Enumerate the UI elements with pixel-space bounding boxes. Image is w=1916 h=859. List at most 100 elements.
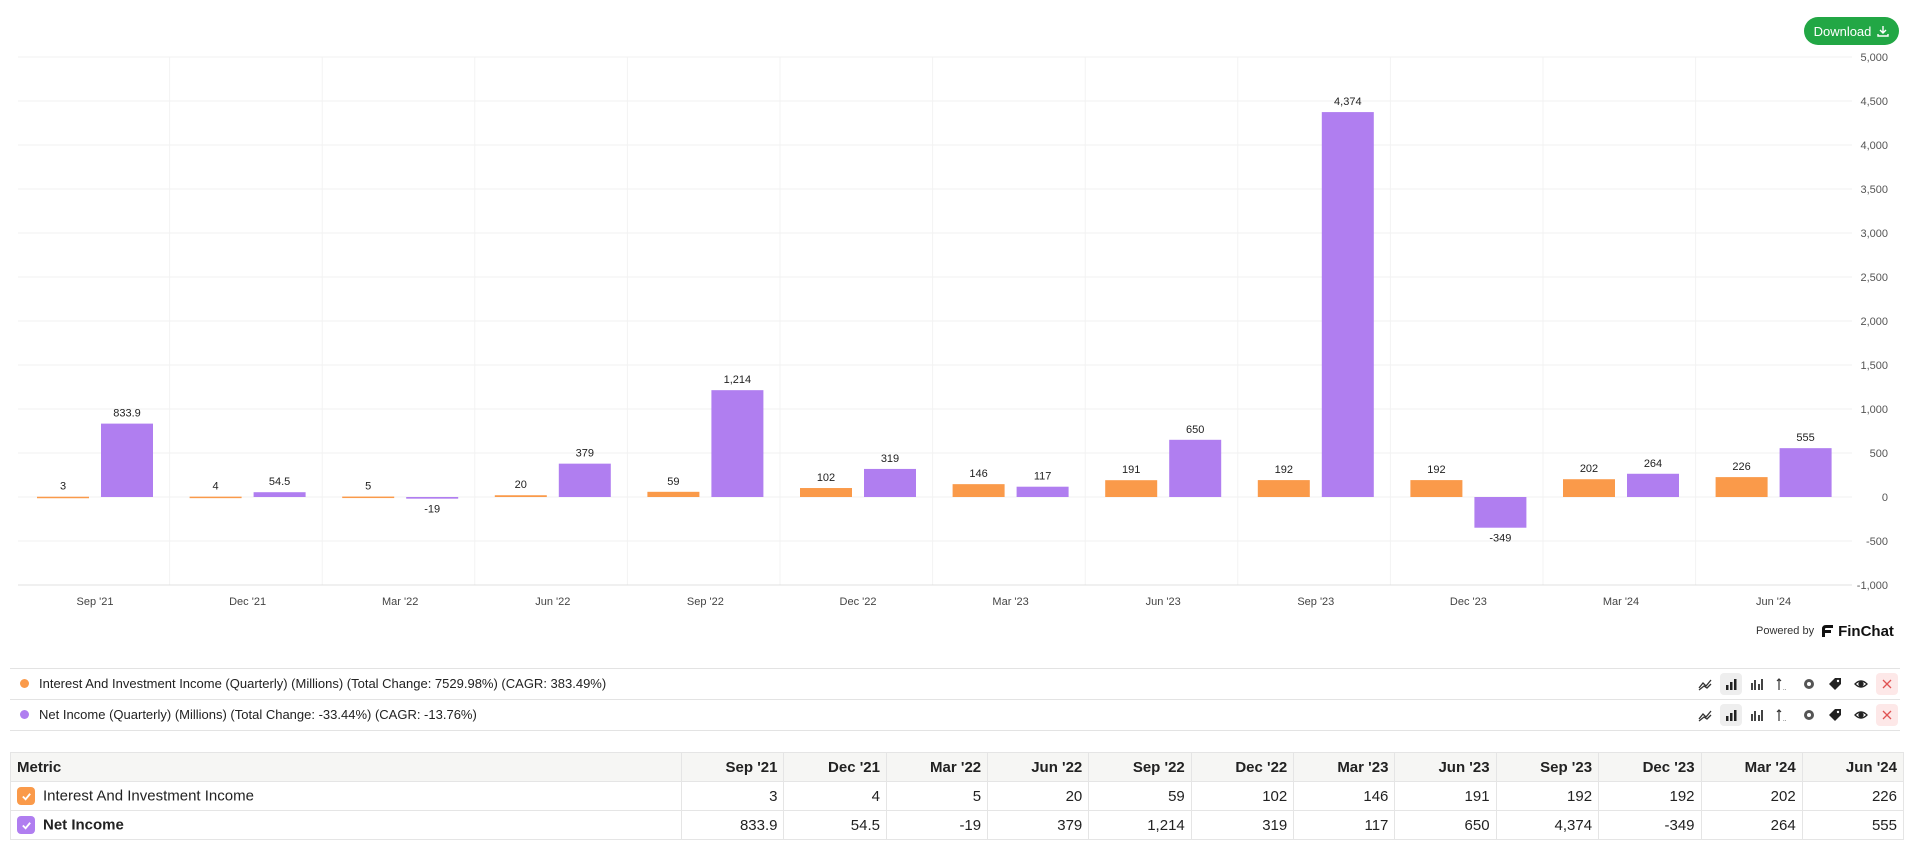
bar-interest[interactable]	[342, 496, 395, 499]
bar-net-income[interactable]	[1627, 473, 1679, 497]
table-cell: 650	[1394, 810, 1497, 840]
y-tick-label: 5,000	[1860, 52, 1888, 64]
bar-interest[interactable]	[1715, 477, 1768, 497]
bar-interest[interactable]	[37, 496, 89, 499]
table-cell: 59	[1088, 781, 1192, 811]
x-tick-label: Jun '23	[1146, 596, 1181, 608]
grouped-bar-icon[interactable]	[1746, 703, 1768, 726]
finchat-logo: FinChat	[1820, 623, 1894, 640]
bar-interest[interactable]	[952, 484, 1005, 497]
close-icon[interactable]	[1876, 703, 1898, 726]
bar-net-income[interactable]	[864, 468, 916, 497]
data-label: 59	[667, 476, 679, 488]
row-checkbox[interactable]	[17, 787, 35, 806]
bar-interest[interactable]	[1563, 479, 1615, 497]
bar-interest[interactable]	[800, 488, 852, 497]
table-cell: 555	[1801, 810, 1905, 840]
column-header: Jun '23	[1394, 752, 1497, 782]
bar-net-income[interactable]	[558, 463, 611, 497]
x-tick-label: Sep '22	[687, 596, 724, 608]
line-chart-icon[interactable]	[1694, 672, 1716, 695]
bar-net-income[interactable]	[406, 497, 459, 499]
data-label: 192	[1427, 464, 1445, 476]
legend-tools-net-income: ..	[1694, 703, 1898, 726]
legend-item-net-income[interactable]: Net Income (Quarterly) (Millions) (Total…	[10, 699, 1900, 729]
column-header: Jun '22	[987, 752, 1090, 782]
y-tick-label: 0	[1882, 492, 1888, 504]
axis-toggle-icon[interactable]: ..	[1772, 703, 1794, 726]
bar-interest[interactable]	[647, 491, 700, 497]
table-cell: 54.5	[783, 810, 887, 840]
table-cell: 264	[1700, 810, 1803, 840]
tag-icon[interactable]	[1824, 672, 1846, 695]
data-label: 4	[213, 481, 219, 493]
gear-icon[interactable]	[1798, 703, 1820, 726]
data-label: 833.9	[113, 408, 141, 420]
table-cell: 3	[680, 781, 785, 811]
bar-interest[interactable]	[189, 496, 242, 499]
y-tick-label: -1,000	[1857, 580, 1888, 592]
close-icon[interactable]	[1876, 672, 1898, 695]
bar-chart: 3 4 5 20 59 102 146 191 192 192 202 226 833.9 54.5 -19…	[18, 52, 1888, 608]
download-icon	[1877, 26, 1890, 37]
powered-by-prefix: Powered by	[1756, 625, 1815, 637]
line-chart-icon[interactable]	[1694, 703, 1716, 726]
chart-grid	[18, 56, 1852, 586]
table-body: Interest And Investment Income 3 4 5 20 59 102…	[10, 781, 1905, 840]
axis-toggle-icon[interactable]: ..	[1772, 672, 1794, 695]
gear-icon[interactable]	[1798, 672, 1820, 695]
bar-interest[interactable]	[494, 495, 547, 497]
eye-icon[interactable]	[1850, 672, 1872, 695]
finchat-brand: FinChat	[1838, 622, 1894, 640]
data-table: Metric Sep '21 Dec '21 Mar '22 Jun '22 Sep '…	[10, 752, 1905, 840]
metric-name: Net Income	[43, 816, 124, 834]
table-cell: 192	[1598, 781, 1702, 811]
table-cell: 192	[1495, 781, 1600, 811]
x-tick-label: Mar '22	[382, 596, 418, 608]
column-header: Dec '21	[783, 752, 887, 782]
bar-net-income[interactable]	[1169, 439, 1222, 497]
metric-header: Metric	[10, 752, 682, 782]
bar-chart-icon[interactable]	[1720, 672, 1742, 695]
column-header: Mar '24	[1700, 752, 1803, 782]
check-icon	[21, 792, 31, 801]
y-tick-label: 1,000	[1860, 404, 1888, 416]
data-label: 192	[1275, 464, 1293, 476]
data-label: 146	[969, 468, 987, 480]
eye-icon[interactable]	[1850, 703, 1872, 726]
bar-interest[interactable]	[1410, 480, 1463, 497]
table-cell: 226	[1801, 781, 1905, 811]
bar-net-income[interactable]	[1474, 497, 1527, 528]
data-label: 20	[515, 479, 527, 491]
legend-item-interest[interactable]: Interest And Investment Income (Quarterl…	[10, 668, 1900, 698]
download-button[interactable]: Download	[1804, 17, 1899, 45]
grouped-bar-icon[interactable]	[1746, 672, 1768, 695]
data-label: 117	[1034, 471, 1052, 483]
table-cell: 117	[1293, 810, 1396, 840]
bar-interest[interactable]	[1105, 480, 1158, 497]
table-cell: 1,214	[1088, 810, 1192, 840]
column-header: Dec '23	[1598, 752, 1702, 782]
data-label: -19	[424, 504, 440, 516]
y-tick-label: 500	[1870, 448, 1888, 460]
legend-label-net-income: Net Income (Quarterly) (Millions) (Total…	[39, 707, 477, 722]
data-label: 102	[817, 472, 835, 484]
column-header: Sep '23	[1495, 752, 1600, 782]
data-label: 202	[1580, 463, 1598, 475]
bar-net-income[interactable]	[1321, 112, 1374, 497]
row-checkbox[interactable]	[17, 816, 35, 835]
tag-icon[interactable]	[1824, 703, 1846, 726]
chart-data-labels: 3 4 5 20 59 102 146 191 192 192 202 226 833.9 54.5 -19…	[60, 96, 1815, 545]
bar-net-income[interactable]	[711, 390, 764, 497]
bar-net-income[interactable]	[101, 423, 153, 497]
y-tick-label: 2,000	[1860, 316, 1888, 328]
column-header: Dec '22	[1190, 752, 1295, 782]
table-cell: 102	[1190, 781, 1295, 811]
bar-interest[interactable]	[1257, 480, 1310, 497]
bar-net-income[interactable]	[1779, 448, 1832, 497]
bar-net-income[interactable]	[1016, 486, 1069, 497]
bar-chart-icon[interactable]	[1720, 703, 1742, 726]
x-tick-label: Mar '23	[992, 596, 1028, 608]
y-tick-label: 4,500	[1860, 96, 1888, 108]
bar-net-income[interactable]	[253, 492, 306, 497]
